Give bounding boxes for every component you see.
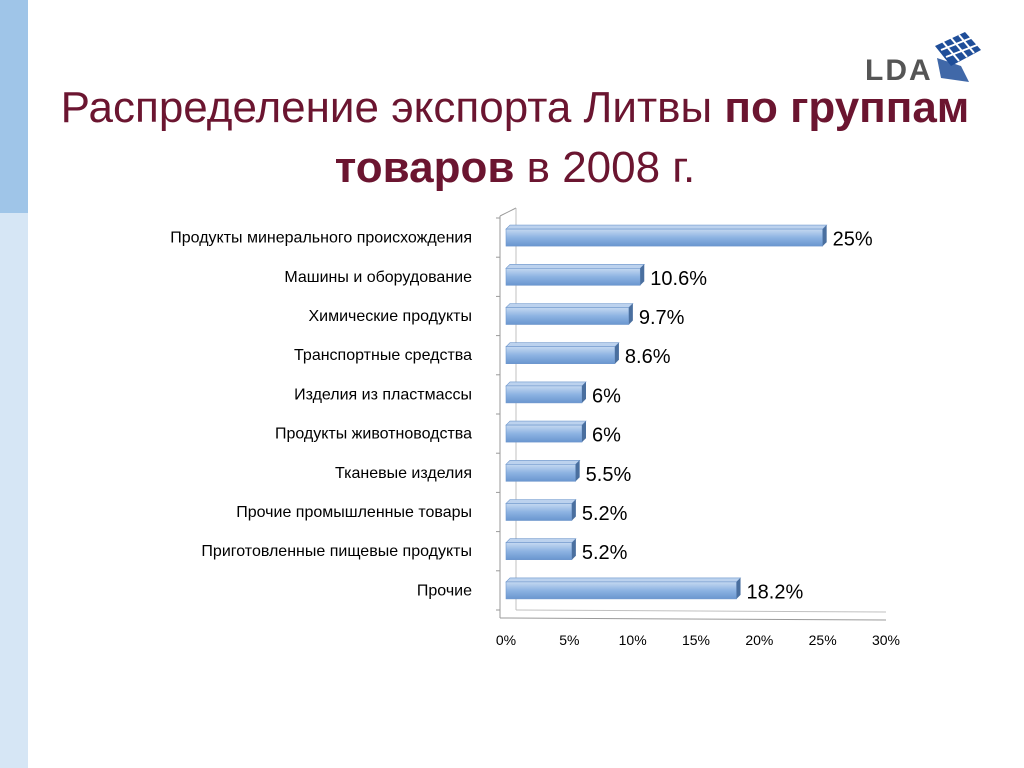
bar-end-face [575, 460, 580, 482]
title-part-1: Распределение экспорта Литвы [60, 83, 725, 132]
svg-text:LDA: LDA [865, 54, 933, 86]
data-label: 5.2% [582, 542, 628, 564]
bar-top-face [505, 459, 581, 465]
category-label: Приготовленные пищевые продукты [201, 543, 472, 560]
category-labels: Продукты минерального происхождения Машин… [170, 230, 472, 600]
category-label: Изделия из пластмассы [294, 386, 472, 403]
x-tick-label: 0% [496, 632, 516, 648]
category-label: Продукты животноводства [275, 426, 472, 443]
category-label: Прочие [417, 582, 472, 599]
bar [505, 424, 583, 443]
bar [505, 503, 573, 521]
bar-end-face [571, 538, 576, 560]
bar-top-face [505, 538, 577, 544]
x-tick-label: 25% [809, 632, 837, 648]
data-label: 9.7% [639, 307, 685, 329]
x-tick-label: 10% [619, 632, 647, 648]
data-label: 25% [833, 229, 873, 251]
title-bold-part: по группам товаров [334, 83, 970, 192]
lda-logo: LDA [865, 32, 981, 86]
category-label: Машины и оборудование [284, 269, 472, 286]
x-tick-labels: 0% 5% 10% 15% 20% 25% 30% [496, 632, 900, 648]
category-label: Транспортные средства [294, 347, 472, 364]
bar-end-face [640, 264, 645, 286]
bar-end-face [582, 421, 586, 443]
x-tick-label: 20% [745, 632, 773, 648]
bar-end-face [614, 342, 619, 364]
bar [505, 542, 573, 561]
data-label: 18.2% [747, 581, 804, 603]
sidebar-accent [0, 0, 28, 213]
sidebar-decoration [0, 0, 28, 768]
data-label: 6% [592, 385, 621, 407]
bar-top-face [505, 577, 742, 583]
bar-top-face [505, 499, 577, 504]
bar-top-face [505, 263, 645, 269]
category-label: Химические продукты [308, 308, 472, 325]
bar [505, 385, 583, 404]
data-label: 5.2% [582, 503, 628, 525]
floor-back-line [515, 609, 887, 613]
bar-end-face [736, 577, 741, 599]
bar-top-face [505, 342, 620, 348]
bar [505, 581, 737, 600]
bar [505, 267, 641, 286]
x-axis-line [499, 617, 887, 621]
x-tick-label: 30% [872, 632, 900, 648]
data-label: 5.5% [586, 464, 632, 486]
slide-title: Распределение экспорта Литвы по группам … [60, 78, 970, 198]
data-label: 8.6% [625, 346, 671, 368]
chart-bars [505, 224, 828, 600]
category-label: Прочие промышленные товары [236, 504, 472, 521]
title-part-2: в 2008 г. [514, 143, 696, 192]
category-label: Продукты минерального происхождения [170, 230, 472, 247]
bar-end-face [822, 225, 827, 247]
bar-top-face [505, 224, 828, 230]
axis-depth-line [499, 207, 517, 217]
bar-end-face [571, 499, 576, 521]
bar-end-face [582, 381, 586, 403]
category-label: Тканевые изделия [335, 465, 472, 482]
bar-top-face [505, 303, 634, 308]
data-label: 6% [592, 425, 621, 447]
bar-end-face [628, 303, 633, 325]
bar [505, 307, 630, 325]
data-label: 10.6% [650, 268, 707, 290]
value-labels: 25%10.6%9.7%8.6%6%6%5.5%5.2%5.2%18.2% [582, 229, 873, 604]
x-tick-label: 15% [682, 632, 710, 648]
bar-top-face [505, 381, 587, 387]
bar [505, 228, 823, 247]
bar [505, 346, 616, 365]
bar [505, 463, 576, 482]
bar-top-face [505, 420, 587, 426]
x-tick-label: 5% [559, 632, 579, 648]
